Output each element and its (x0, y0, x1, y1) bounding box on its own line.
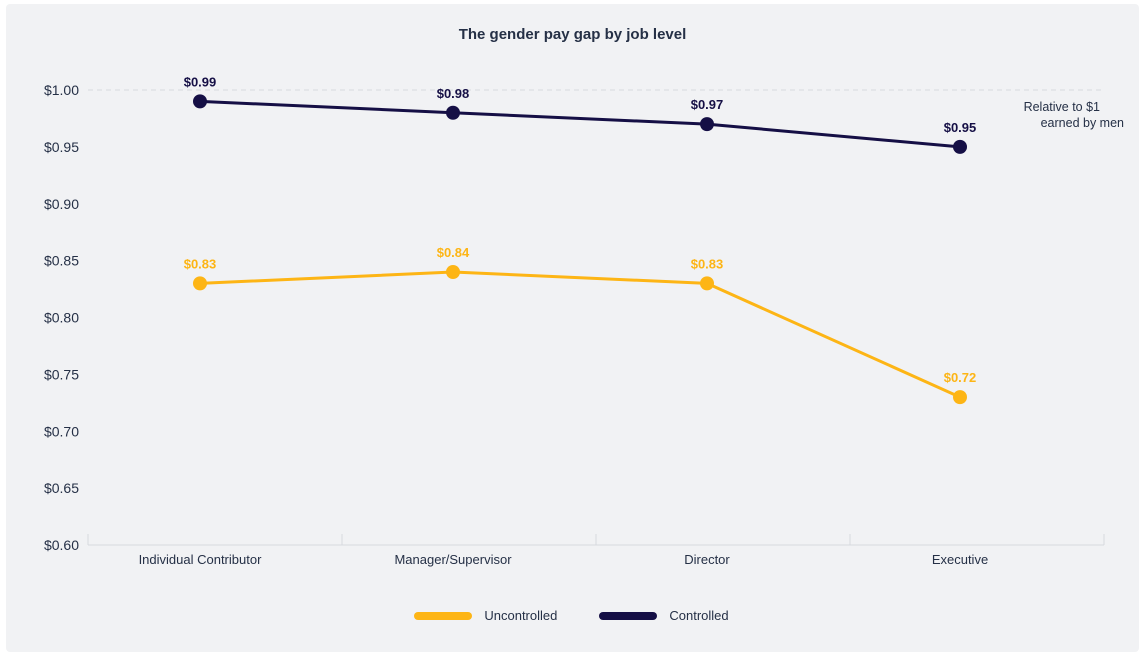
x-tick-label: Executive (932, 552, 988, 567)
y-tick-label: $0.60 (44, 537, 79, 553)
y-axis: $0.60 $0.65 $0.70 $0.75 $0.80 $0.85 $0.90 $0.95… (44, 82, 1104, 553)
legend: Uncontrolled Controlled (0, 608, 1143, 623)
x-tick-label: Manager/Supervisor (394, 552, 512, 567)
chart-panel: The gender pay gap by job level (6, 4, 1139, 652)
data-label-uncontrolled: $0.84 (437, 245, 470, 260)
data-label-controlled: $0.98 (437, 86, 470, 101)
y-tick-label: $0.95 (44, 139, 79, 155)
data-label-uncontrolled: $0.72 (944, 370, 977, 385)
y-tick-label: $1.00 (44, 82, 79, 98)
data-point-controlled (700, 117, 714, 132)
series-line-uncontrolled (199, 270, 961, 399)
series-layer: $0.83 $0.84 $0.83 $0.72 $0.99 $0.98 $0.97 $0.95 (184, 74, 977, 405)
data-point-uncontrolled (700, 276, 714, 291)
x-tick-label: Director (684, 552, 730, 567)
data-label-controlled: $0.99 (184, 74, 217, 89)
annotation-line-2: earned by men (1041, 116, 1124, 130)
data-label-uncontrolled: $0.83 (184, 256, 217, 271)
legend-swatch-uncontrolled (414, 611, 473, 620)
legend-item-controlled[interactable]: Controlled (599, 608, 729, 623)
data-label-controlled: $0.95 (944, 120, 977, 135)
y-tick-label: $0.85 (44, 253, 79, 269)
data-point-controlled (953, 139, 967, 154)
x-tick-label: Individual Contributor (139, 552, 263, 567)
legend-label-uncontrolled: Uncontrolled (484, 608, 558, 623)
y-tick-label: $0.80 (44, 310, 79, 326)
legend-swatch-controlled (599, 611, 658, 620)
chart-title: The gender pay gap by job level (458, 26, 687, 43)
data-point-uncontrolled (193, 276, 207, 291)
series-line-controlled (199, 99, 961, 149)
data-point-controlled (446, 105, 460, 120)
y-tick-label: $0.70 (44, 423, 79, 439)
y-tick-label: $0.90 (44, 196, 79, 212)
data-point-controlled (193, 94, 207, 109)
y-tick-label: $0.75 (44, 366, 79, 382)
x-axis: Individual Contributor Manager/Supervisor… (87, 534, 1105, 567)
data-label-controlled: $0.97 (691, 97, 724, 112)
data-point-uncontrolled (446, 265, 460, 279)
data-point-uncontrolled (953, 390, 967, 405)
legend-item-uncontrolled[interactable]: Uncontrolled (414, 608, 557, 623)
annotation-line-1: Relative to $1 (1024, 100, 1100, 114)
legend-label-controlled: Controlled (669, 608, 729, 623)
y-tick-label: $0.65 (44, 480, 79, 496)
data-label-uncontrolled: $0.83 (691, 256, 724, 271)
